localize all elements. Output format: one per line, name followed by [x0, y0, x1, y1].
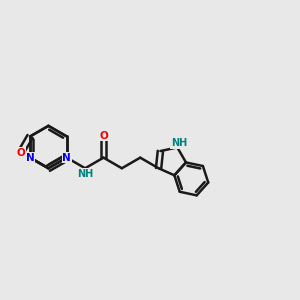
Text: NH: NH	[77, 169, 93, 178]
Text: O: O	[99, 130, 108, 141]
Text: N: N	[26, 153, 34, 163]
Text: O: O	[16, 148, 25, 158]
Text: N: N	[62, 153, 71, 163]
Text: NH: NH	[171, 138, 187, 148]
